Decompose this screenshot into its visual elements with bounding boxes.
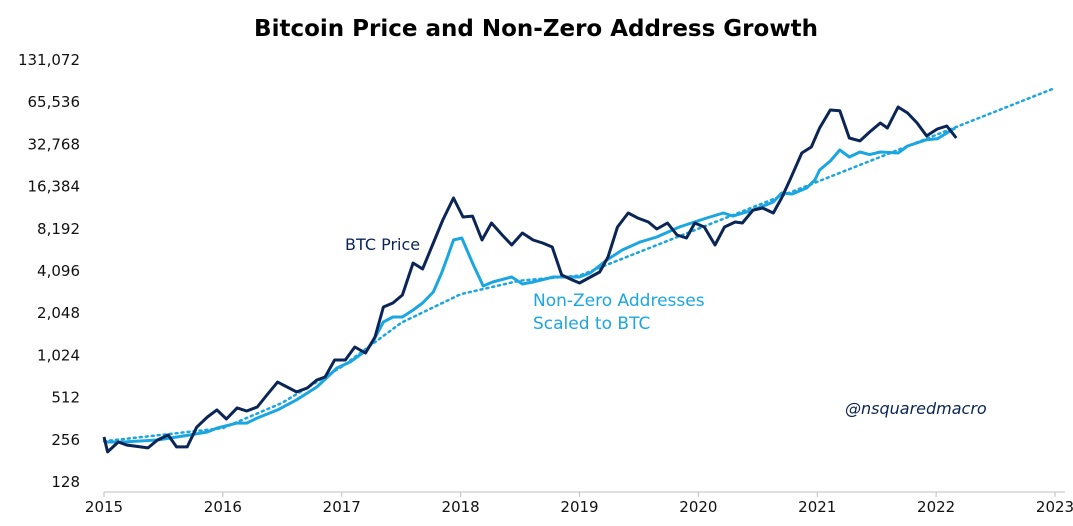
btc-price-label: BTC Price xyxy=(345,235,420,254)
x-tick-label: 2016 xyxy=(204,498,242,516)
x-tick-label: 2017 xyxy=(323,498,361,516)
y-tick-label: 65,536 xyxy=(28,93,81,111)
nonzero-addresses-line xyxy=(104,126,956,444)
x-tick-label: 2020 xyxy=(679,498,717,516)
x-tick-label: 2021 xyxy=(798,498,836,516)
nonzero-label-line1: Non-Zero Addresses xyxy=(533,291,705,311)
y-tick-label: 4,096 xyxy=(37,262,80,280)
x-tick-label: 2019 xyxy=(560,498,598,516)
y-tick-label: 1,024 xyxy=(37,346,80,364)
y-tick-label: 256 xyxy=(51,431,80,449)
y-tick-label: 16,384 xyxy=(28,178,81,196)
x-tick-label: 2018 xyxy=(442,498,480,516)
y-tick-label: 128 xyxy=(51,473,80,491)
nonzero-label-line2: Scaled to BTC xyxy=(533,314,650,334)
plot-area xyxy=(102,86,1057,454)
x-axis: 2015 2016 2017 2018 2019 2020 2021 2022 2023 xyxy=(85,491,1073,516)
x-tick-label: 2023 xyxy=(1036,498,1073,516)
watermark: @nsquaredmacro xyxy=(845,399,987,418)
y-tick-label: 512 xyxy=(51,389,80,407)
y-tick-label: 32,768 xyxy=(28,135,81,153)
btc-price-line xyxy=(102,105,958,454)
y-axis: 128 256 512 1,024 2,048 4,096 8,192 16,384 32,76… xyxy=(18,51,80,491)
y-tick-label: 8,192 xyxy=(37,220,80,238)
chart-title: Bitcoin Price and Non-Zero Address Growt… xyxy=(254,16,818,42)
y-tick-label: 2,048 xyxy=(37,304,80,322)
trend-line xyxy=(102,86,1057,443)
y-tick-label: 131,072 xyxy=(18,51,80,69)
x-tick-label: 2015 xyxy=(85,498,123,516)
x-tick-label: 2022 xyxy=(917,498,955,516)
